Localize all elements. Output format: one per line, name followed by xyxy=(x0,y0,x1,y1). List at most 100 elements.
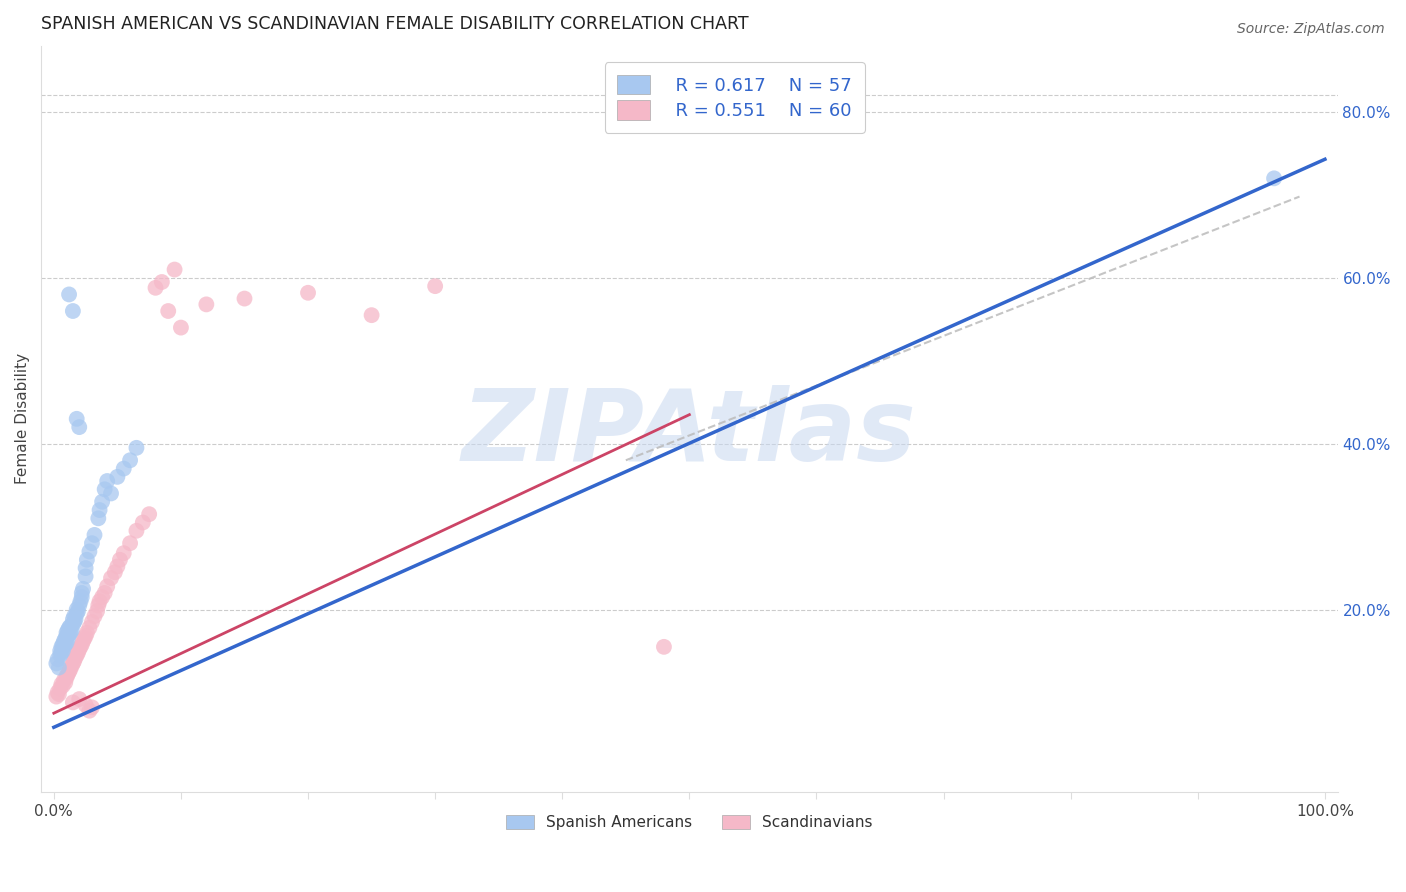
Point xyxy=(66,412,89,426)
Point xyxy=(55,636,77,650)
Point xyxy=(65,612,87,626)
Point xyxy=(49,681,72,696)
Point xyxy=(63,654,86,668)
Point xyxy=(105,559,128,574)
Point xyxy=(53,637,76,651)
Point xyxy=(87,599,110,613)
Point xyxy=(108,553,131,567)
Point xyxy=(51,646,73,660)
Point xyxy=(62,612,84,626)
Point xyxy=(93,483,115,497)
Point xyxy=(63,615,86,629)
Point xyxy=(63,609,86,624)
Point xyxy=(67,420,90,434)
Point xyxy=(62,304,84,318)
Point xyxy=(120,453,142,467)
Point xyxy=(86,604,108,618)
Point xyxy=(48,687,70,701)
Point xyxy=(62,695,84,709)
Point xyxy=(195,297,218,311)
Point xyxy=(67,692,90,706)
Point xyxy=(233,292,256,306)
Point xyxy=(75,629,97,643)
Point xyxy=(76,553,98,567)
Point xyxy=(58,627,80,641)
Point xyxy=(89,503,111,517)
Point xyxy=(52,644,75,658)
Point xyxy=(79,704,101,718)
Point xyxy=(132,516,155,530)
Point xyxy=(100,486,122,500)
Point xyxy=(297,285,319,300)
Point xyxy=(157,304,180,318)
Point xyxy=(66,646,89,660)
Point xyxy=(59,662,82,676)
Point xyxy=(55,629,77,643)
Point xyxy=(52,637,75,651)
Point xyxy=(58,665,80,679)
Point xyxy=(58,287,80,301)
Point xyxy=(59,625,82,640)
Text: Source: ZipAtlas.com: Source: ZipAtlas.com xyxy=(1237,22,1385,37)
Point xyxy=(105,470,128,484)
Point xyxy=(66,602,89,616)
Point xyxy=(59,619,82,633)
Point xyxy=(49,648,72,662)
Point xyxy=(83,528,105,542)
Point xyxy=(49,644,72,658)
Point xyxy=(120,536,142,550)
Point xyxy=(80,615,103,629)
Point xyxy=(72,634,94,648)
Point xyxy=(55,625,77,640)
Point xyxy=(56,667,79,681)
Point xyxy=(1263,171,1285,186)
Point xyxy=(70,586,93,600)
Point xyxy=(66,648,89,662)
Text: SPANISH AMERICAN VS SCANDINAVIAN FEMALE DISABILITY CORRELATION CHART: SPANISH AMERICAN VS SCANDINAVIAN FEMALE … xyxy=(41,15,749,33)
Point xyxy=(70,637,93,651)
Point xyxy=(72,582,94,596)
Point xyxy=(62,617,84,632)
Point xyxy=(150,275,173,289)
Point xyxy=(79,621,101,635)
Point xyxy=(60,659,83,673)
Point xyxy=(67,642,90,657)
Point xyxy=(48,660,70,674)
Point xyxy=(67,599,90,613)
Point xyxy=(75,569,97,583)
Point xyxy=(80,536,103,550)
Point xyxy=(83,609,105,624)
Point xyxy=(423,279,446,293)
Text: ZIPAtlas: ZIPAtlas xyxy=(463,385,917,483)
Point xyxy=(87,511,110,525)
Point xyxy=(79,544,101,558)
Point xyxy=(91,494,114,508)
Point xyxy=(96,579,118,593)
Point xyxy=(75,561,97,575)
Point xyxy=(76,625,98,640)
Point xyxy=(53,640,76,654)
Point xyxy=(75,698,97,712)
Point xyxy=(138,507,160,521)
Legend: Spanish Americans, Scandinavians: Spanish Americans, Scandinavians xyxy=(501,809,879,837)
Point xyxy=(100,571,122,585)
Point xyxy=(53,673,76,687)
Point xyxy=(163,262,186,277)
Point xyxy=(69,640,91,654)
Point xyxy=(53,632,76,646)
Point xyxy=(62,657,84,671)
Point xyxy=(652,640,675,654)
Point xyxy=(93,586,115,600)
Point xyxy=(145,281,167,295)
Y-axis label: Female Disability: Female Disability xyxy=(15,353,30,484)
Point xyxy=(125,441,148,455)
Point xyxy=(89,594,111,608)
Point xyxy=(55,669,77,683)
Point xyxy=(46,685,69,699)
Point xyxy=(360,308,382,322)
Point xyxy=(73,632,96,646)
Point xyxy=(66,604,89,618)
Point xyxy=(112,546,135,560)
Point xyxy=(170,320,193,334)
Point xyxy=(112,461,135,475)
